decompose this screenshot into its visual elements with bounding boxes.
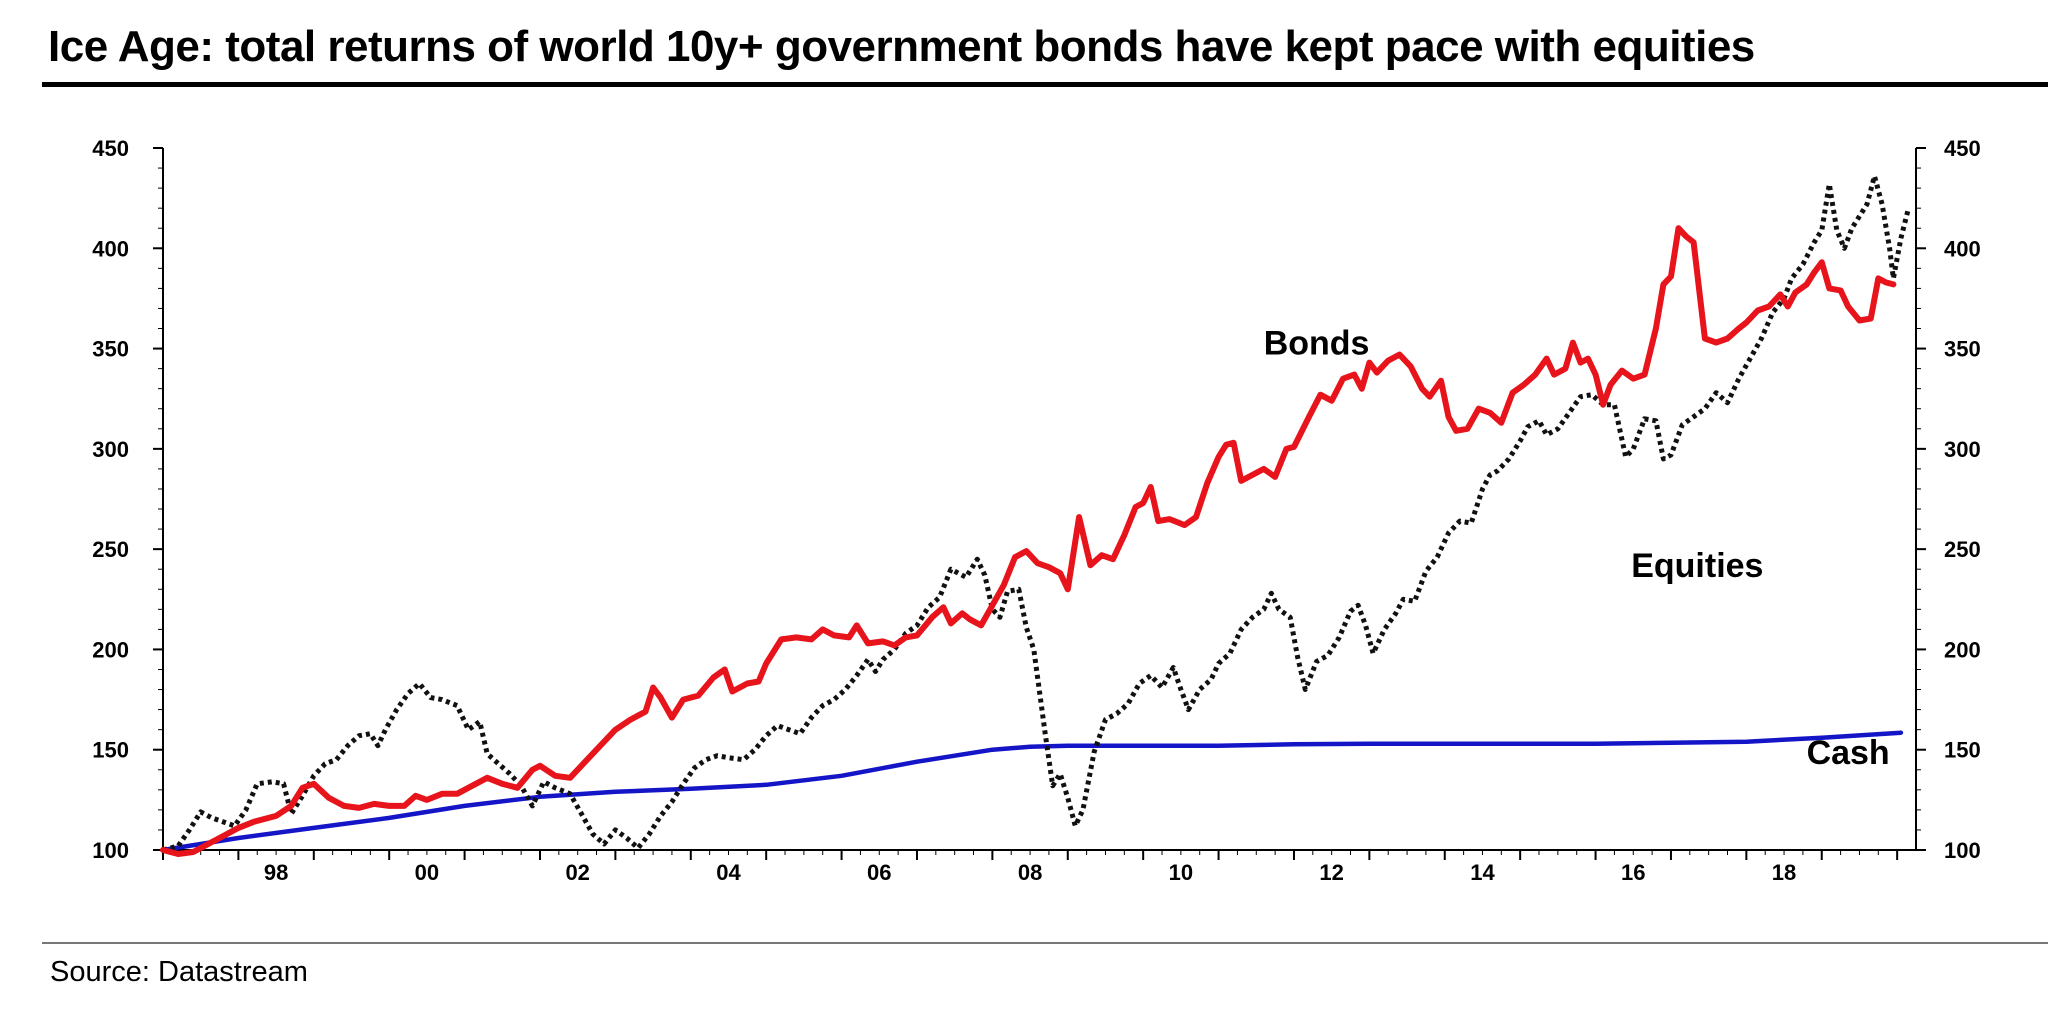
chart-annotations: Bonds Equities Cash	[1264, 325, 1890, 772]
chart-series	[160, 173, 1911, 857]
y-tick-label-right: 300	[1944, 437, 1981, 462]
y-tick-label-left: 250	[92, 537, 129, 562]
y-tick-label-left: 350	[92, 337, 129, 362]
y-tick-label-left: 150	[92, 738, 129, 763]
y-tick-label-left: 450	[92, 136, 129, 161]
y-tick-label-right: 100	[1944, 838, 1981, 863]
title-rule	[42, 82, 2048, 87]
series-label-bonds: Bonds	[1264, 325, 1370, 363]
x-tick-label: 02	[565, 860, 589, 885]
series-label-cash: Cash	[1807, 734, 1890, 772]
x-tick-label: 04	[716, 860, 741, 885]
y-tick-label-left: 400	[92, 236, 129, 261]
x-tick-label: 18	[1772, 860, 1796, 885]
x-tick-label: 10	[1169, 860, 1193, 885]
y-tick-label-left: 200	[92, 637, 129, 662]
chart-title: Ice Age: total returns of world 10y+ gov…	[48, 22, 1755, 71]
source-note: Source: Datastream	[50, 956, 308, 988]
x-tick-label: 98	[264, 860, 288, 885]
chart-axes: 100 100 150 150 200 200 250 250 300 300 350 350 400 4…	[92, 136, 1980, 885]
y-tick-label-right: 450	[1944, 136, 1981, 161]
x-tick-label: 00	[415, 860, 439, 885]
equities-series-line	[162, 173, 1911, 853]
source-rule	[42, 942, 2048, 944]
bonds-series-line	[160, 225, 1897, 857]
x-tick-label: 08	[1018, 860, 1042, 885]
line-chart: 100 100 150 150 200 200 250 250 300 300 350 350 400 4…	[92, 136, 1980, 885]
y-tick-label-right: 400	[1944, 236, 1981, 261]
y-tick-label-right: 200	[1944, 637, 1981, 662]
y-tick-label-left: 100	[92, 838, 129, 863]
cash-series-line	[160, 730, 1904, 853]
series-label-equities: Equities	[1631, 547, 1763, 585]
x-tick-label: 14	[1470, 860, 1495, 885]
y-tick-label-left: 300	[92, 437, 129, 462]
y-tick-label-right: 350	[1944, 337, 1981, 362]
y-tick-label-right: 150	[1944, 738, 1981, 763]
y-tick-label-right: 250	[1944, 537, 1981, 562]
x-tick-label: 06	[867, 860, 891, 885]
x-tick-label: 16	[1621, 860, 1645, 885]
x-tick-label: 12	[1319, 860, 1343, 885]
